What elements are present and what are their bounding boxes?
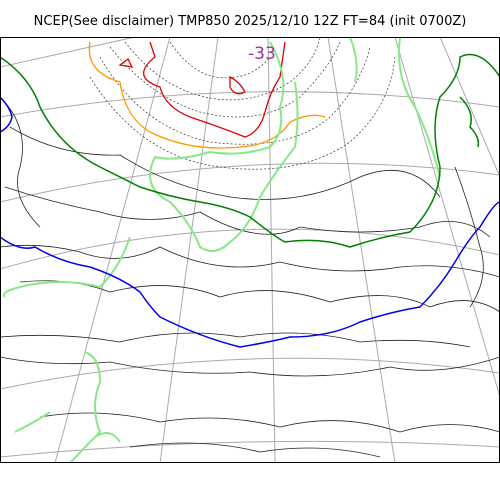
dotted-contours — [89, 37, 396, 170]
graticule — [0, 37, 500, 463]
blue-isotherm — [0, 201, 500, 348]
temperature-label: -33 — [248, 44, 276, 64]
light-green-isotherms — [3, 37, 441, 463]
temperature-map: -33 — [0, 37, 500, 463]
map-title: NCEP(See disclaimer) TMP850 2025/12/10 1… — [33, 14, 467, 29]
orange-isotherm — [88, 41, 326, 149]
green-isotherm — [0, 53, 500, 248]
cold-isotherm-small — [118, 58, 246, 95]
cold-isotherm — [143, 41, 286, 138]
green-isotherm-right — [459, 96, 480, 148]
isotherm-contours — [0, 96, 500, 458]
blue-isotherm-left — [0, 96, 13, 133]
